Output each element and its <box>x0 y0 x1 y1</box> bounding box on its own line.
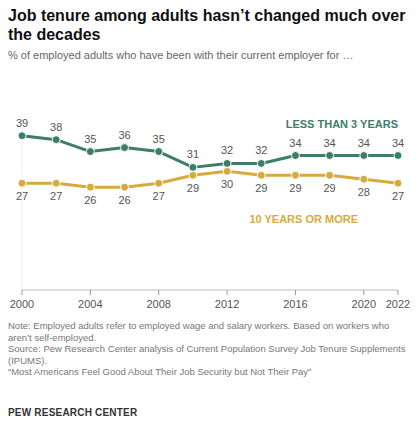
x-tick-label: 2022 <box>386 298 410 310</box>
data-label: 29 <box>255 182 267 194</box>
line <box>22 171 398 187</box>
point <box>121 144 129 152</box>
data-label: 32 <box>255 144 267 156</box>
x-tick <box>90 290 91 295</box>
data-label: 32 <box>221 144 233 156</box>
point <box>52 136 60 144</box>
point <box>189 163 197 171</box>
point <box>155 148 163 156</box>
series-label: LESS THAN 3 YEARS <box>286 118 398 130</box>
point <box>86 183 94 191</box>
x-tick-label: 2000 <box>10 298 34 310</box>
data-label: 34 <box>324 137 336 149</box>
point <box>360 175 368 183</box>
data-label: 35 <box>153 133 165 145</box>
notes: Note: Employed adults refer to employed … <box>8 320 412 378</box>
x-tick <box>22 290 23 295</box>
point <box>291 152 299 160</box>
x-tick <box>398 290 399 295</box>
point <box>394 152 402 160</box>
point <box>52 179 60 187</box>
point <box>223 167 231 175</box>
data-label: 35 <box>84 133 96 145</box>
point <box>291 171 299 179</box>
x-tick <box>363 290 364 295</box>
line <box>22 136 398 168</box>
x-tick <box>227 290 228 295</box>
data-label: 28 <box>358 186 370 198</box>
x-tick-label: 2012 <box>215 298 239 310</box>
data-label: 26 <box>84 194 96 206</box>
note: Note: Employed adults refer to employed … <box>8 320 412 343</box>
series-label: 10 YEARS OR MORE <box>249 213 358 225</box>
point <box>223 159 231 167</box>
subtitle: % of employed adults who have been with … <box>8 48 408 62</box>
note: “Most Americans Feel Good About Their Jo… <box>8 366 412 378</box>
data-label: 36 <box>118 129 130 141</box>
data-label: 29 <box>324 182 336 194</box>
x-axis <box>22 290 398 291</box>
data-label: 34 <box>289 137 301 149</box>
point <box>189 171 197 179</box>
data-label: 27 <box>392 190 404 202</box>
data-label: 31 <box>187 148 199 160</box>
point <box>257 159 265 167</box>
data-label: 29 <box>187 182 199 194</box>
credit: PEW RESEARCH CENTER <box>8 407 137 418</box>
plot-area <box>18 132 402 191</box>
data-label: 39 <box>16 117 28 129</box>
x-tick-label: 2020 <box>352 298 376 310</box>
point <box>155 179 163 187</box>
data-label: 27 <box>50 190 62 202</box>
data-label: 27 <box>153 190 165 202</box>
data-label: 34 <box>392 137 404 149</box>
point <box>18 132 26 140</box>
chart: 2000 2004 2008 2012 2016 2020 2022 39 38 35 36 35 31… <box>0 0 420 430</box>
point <box>394 179 402 187</box>
title: Job tenure among adults hasn’t changed m… <box>8 6 408 44</box>
data-label: 30 <box>221 178 233 190</box>
data-label: 38 <box>50 121 62 133</box>
point <box>121 183 129 191</box>
x-tick-label: 2004 <box>78 298 102 310</box>
point <box>18 179 26 187</box>
point <box>86 148 94 156</box>
data-label: 26 <box>118 194 130 206</box>
data-label: 34 <box>358 137 370 149</box>
x-tick <box>158 290 159 295</box>
note: Source: Pew Research Center analysis of … <box>8 343 412 366</box>
point <box>326 171 334 179</box>
point <box>257 171 265 179</box>
data-label: 27 <box>16 190 28 202</box>
x-tick-label: 2008 <box>146 298 170 310</box>
data-label: 29 <box>289 182 301 194</box>
x-tick <box>295 290 296 295</box>
point <box>360 152 368 160</box>
x-tick-label: 2016 <box>283 298 307 310</box>
point <box>326 152 334 160</box>
